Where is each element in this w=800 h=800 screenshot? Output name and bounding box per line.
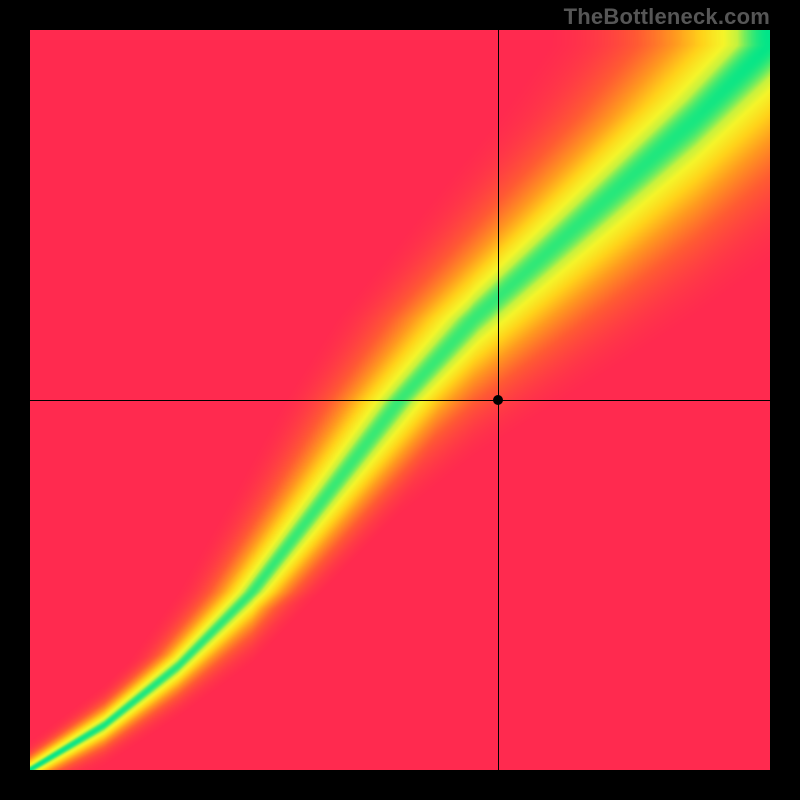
outer-frame: TheBottleneck.com: [0, 0, 800, 800]
watermark-text: TheBottleneck.com: [564, 4, 770, 30]
crosshair-horizontal: [30, 400, 770, 401]
plot-area: [30, 30, 770, 770]
crosshair-marker: [493, 395, 503, 405]
